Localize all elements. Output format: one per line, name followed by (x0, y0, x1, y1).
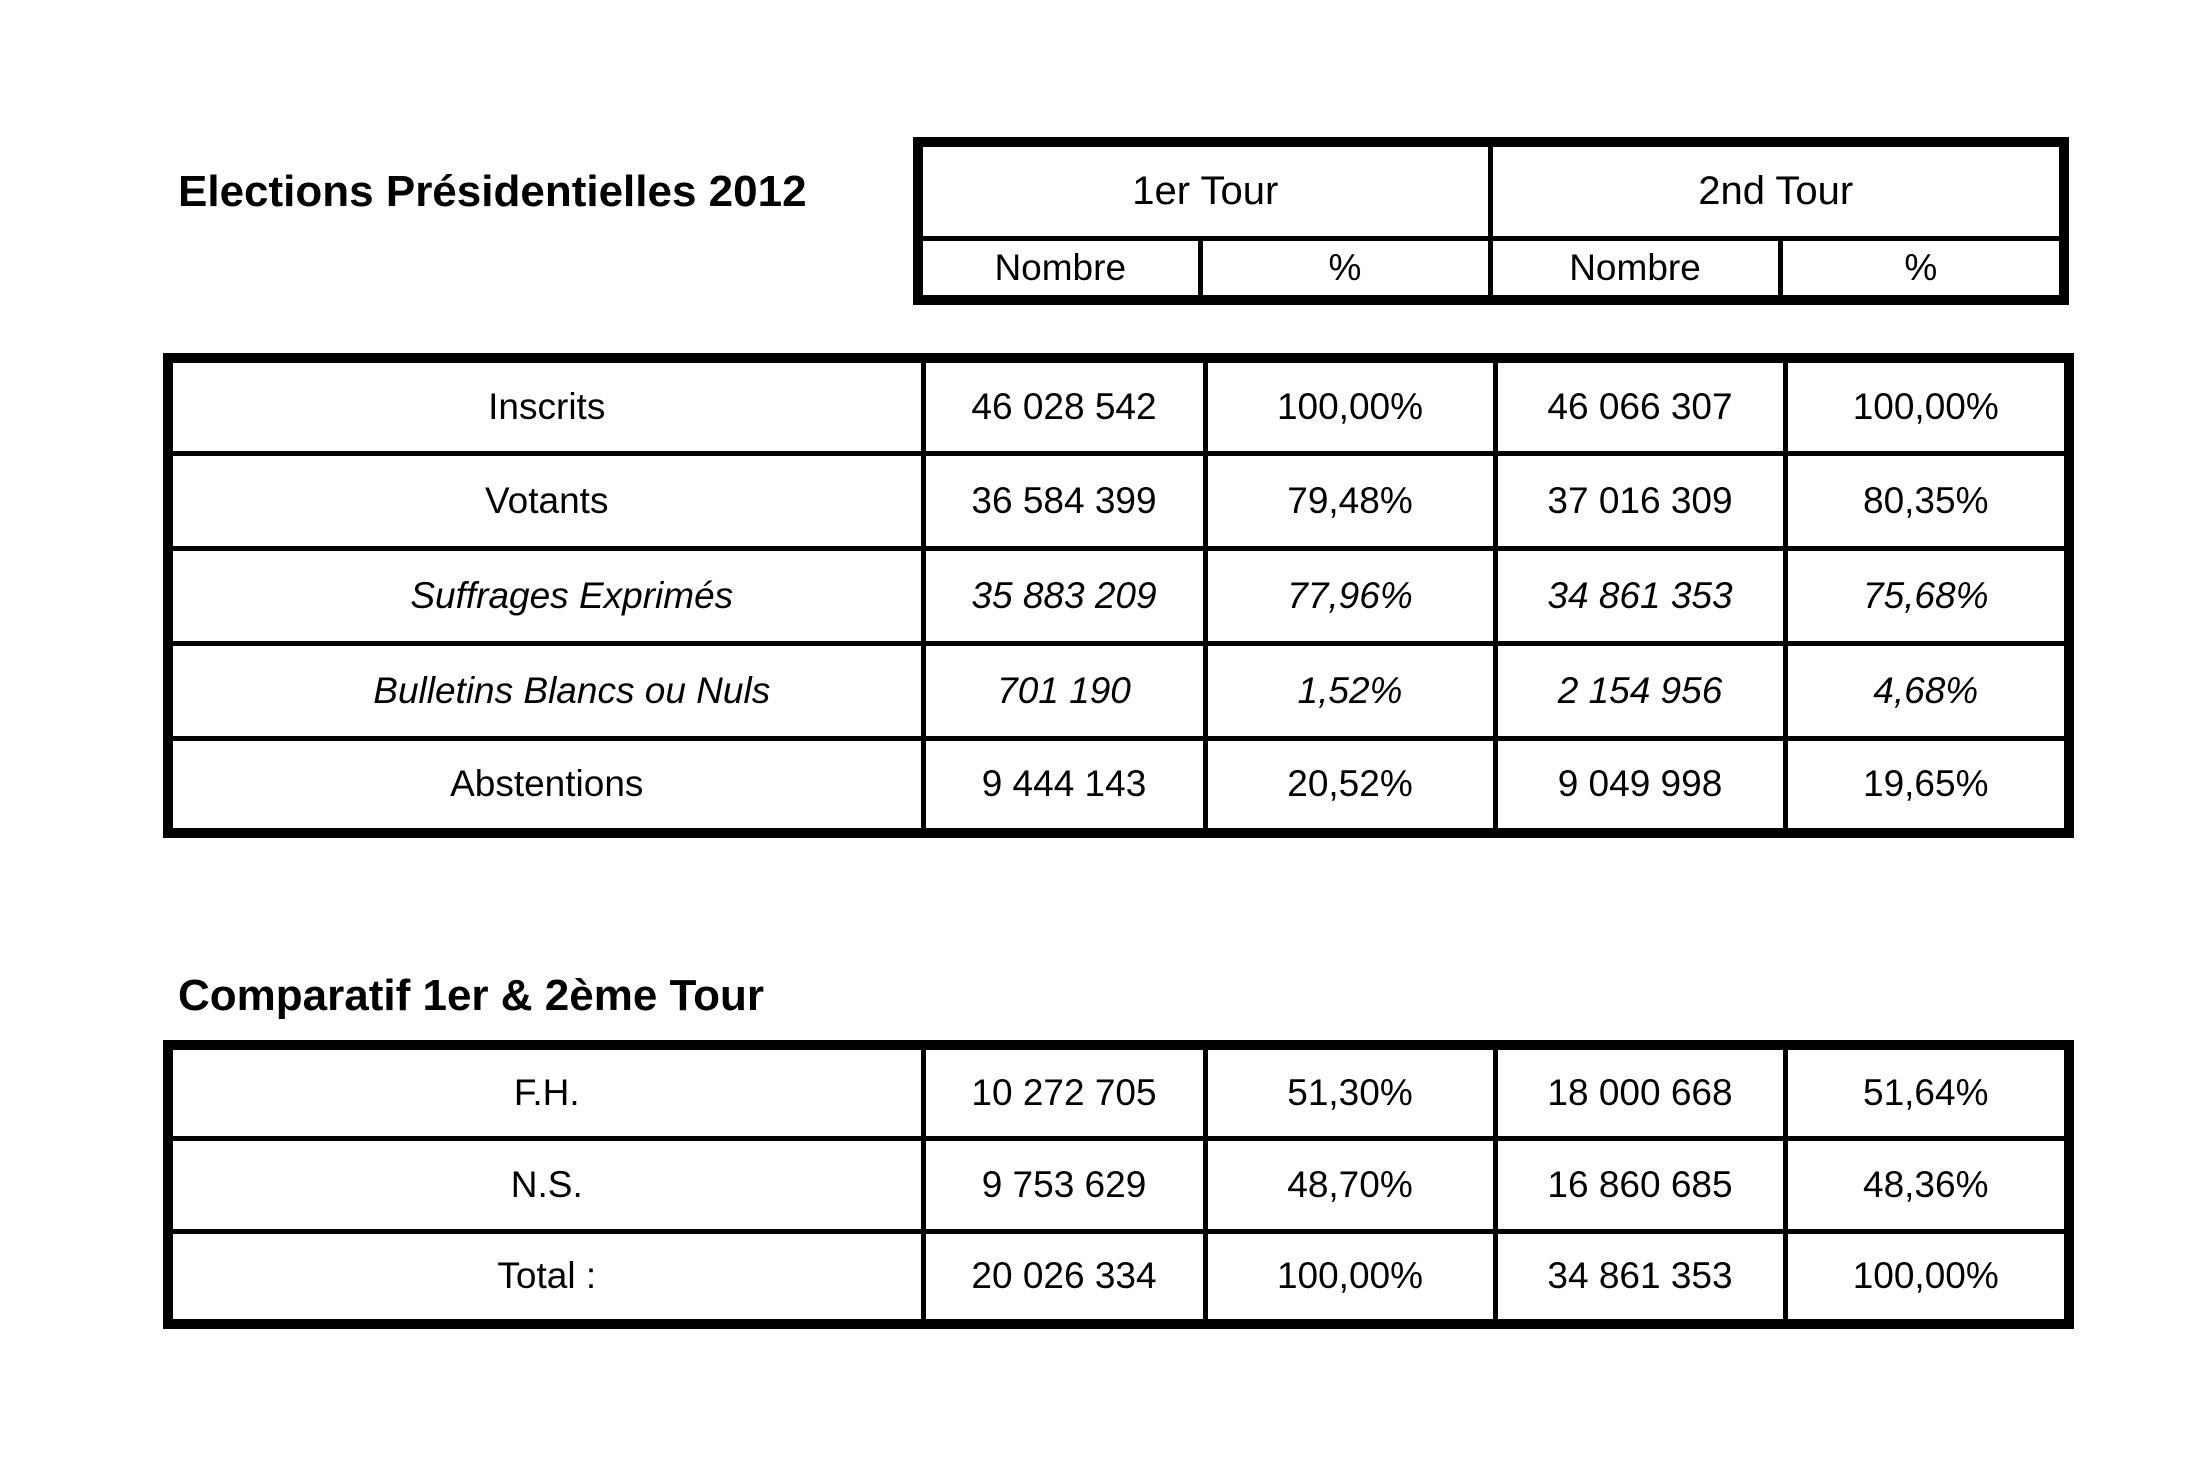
t1-pct-cell: 1,52% (1202, 640, 1498, 741)
t1-nombre-cell: 701 190 (920, 640, 1208, 741)
t2-pct-cell: 4,68% (1782, 640, 2072, 741)
header-1er-tour: 1er Tour (915, 139, 1493, 241)
row-label: Suffrages Exprimés (165, 545, 926, 646)
table-row-fh: F.H. 10 272 705 51,30% 18 000 668 51,64% (165, 1042, 2072, 1141)
table2-title: Comparatif 1er & 2ème Tour (178, 971, 765, 1020)
t1-pct-cell: 48,70% (1202, 1135, 1498, 1234)
tour-header-table: 1er Tour 2nd Tour Nombre % Nombre % (913, 137, 2070, 305)
t2-pct-cell: 80,35% (1782, 450, 2072, 551)
table-row-suffrages-exprimes: Suffrages Exprimés 35 883 209 77,96% 34 … (165, 545, 2072, 646)
t2-pct-cell: 19,65% (1782, 735, 2072, 836)
header-nombre-1er: Nombre (915, 235, 1203, 303)
t2-nombre-cell: 37 016 309 (1492, 450, 1788, 551)
t2-pct-cell: 51,64% (1782, 1042, 2072, 1141)
t1-nombre-cell: 9 444 143 (920, 735, 1208, 836)
t1-pct-cell: 20,52% (1202, 735, 1498, 836)
t1-nombre-cell: 10 272 705 (920, 1042, 1208, 1141)
t2-nombre-cell: 2 154 956 (1492, 640, 1788, 741)
t2-nombre-cell: 9 049 998 (1492, 735, 1788, 836)
t1-pct-cell: 100,00% (1202, 1228, 1498, 1327)
table-row-abstentions: Abstentions 9 444 143 20,52% 9 049 998 1… (165, 735, 2072, 836)
comparatif-table: F.H. 10 272 705 51,30% 18 000 668 51,64%… (163, 1040, 2074, 1329)
table-row-ns: N.S. 9 753 629 48,70% 16 860 685 48,36% (165, 1135, 2072, 1234)
table-row-votants: Votants 36 584 399 79,48% 37 016 309 80,… (165, 450, 2072, 551)
row-label: F.H. (165, 1042, 926, 1141)
t2-nombre-cell: 18 000 668 (1492, 1042, 1788, 1141)
table-row-bulletins-blancs: Bulletins Blancs ou Nuls 701 190 1,52% 2… (165, 640, 2072, 741)
results-table: Inscrits 46 028 542 100,00% 46 066 307 1… (163, 353, 2074, 838)
t1-nombre-cell: 36 584 399 (920, 450, 1208, 551)
t2-pct-cell: 100,00% (1782, 1228, 2072, 1327)
header-pct-2nd: % (1777, 235, 2067, 303)
row-label: Votants (165, 450, 926, 551)
row-label: Bulletins Blancs ou Nuls (165, 640, 926, 741)
t1-nombre-cell: 35 883 209 (920, 545, 1208, 646)
t1-pct-cell: 77,96% (1202, 545, 1498, 646)
table1-title: Elections Présidentielles 2012 (178, 167, 807, 216)
t1-nombre-cell: 20 026 334 (920, 1228, 1208, 1327)
t1-nombre-cell: 9 753 629 (920, 1135, 1208, 1234)
t1-nombre-cell: 46 028 542 (920, 355, 1208, 456)
t2-nombre-cell: 46 066 307 (1492, 355, 1788, 456)
row-label: Total : (165, 1228, 926, 1327)
header-pct-1er: % (1197, 235, 1493, 303)
t1-pct-cell: 100,00% (1202, 355, 1498, 456)
t2-nombre-cell: 34 861 353 (1492, 1228, 1788, 1327)
t2-pct-cell: 48,36% (1782, 1135, 2072, 1234)
t2-nombre-cell: 16 860 685 (1492, 1135, 1788, 1234)
header-2nd-tour: 2nd Tour (1487, 139, 2067, 241)
tour-header-row: 1er Tour 2nd Tour (915, 139, 2067, 241)
table-row-total: Total : 20 026 334 100,00% 34 861 353 10… (165, 1228, 2072, 1327)
t2-nombre-cell: 34 861 353 (1492, 545, 1788, 646)
subheader-row: Nombre % Nombre % (915, 235, 2067, 303)
table-row-inscrits: Inscrits 46 028 542 100,00% 46 066 307 1… (165, 355, 2072, 456)
row-label: Abstentions (165, 735, 926, 836)
t1-pct-cell: 51,30% (1202, 1042, 1498, 1141)
row-label: Inscrits (165, 355, 926, 456)
t1-pct-cell: 79,48% (1202, 450, 1498, 551)
header-nombre-2nd: Nombre (1487, 235, 1783, 303)
t2-pct-cell: 100,00% (1782, 355, 2072, 456)
row-label: N.S. (165, 1135, 926, 1234)
t2-pct-cell: 75,68% (1782, 545, 2072, 646)
